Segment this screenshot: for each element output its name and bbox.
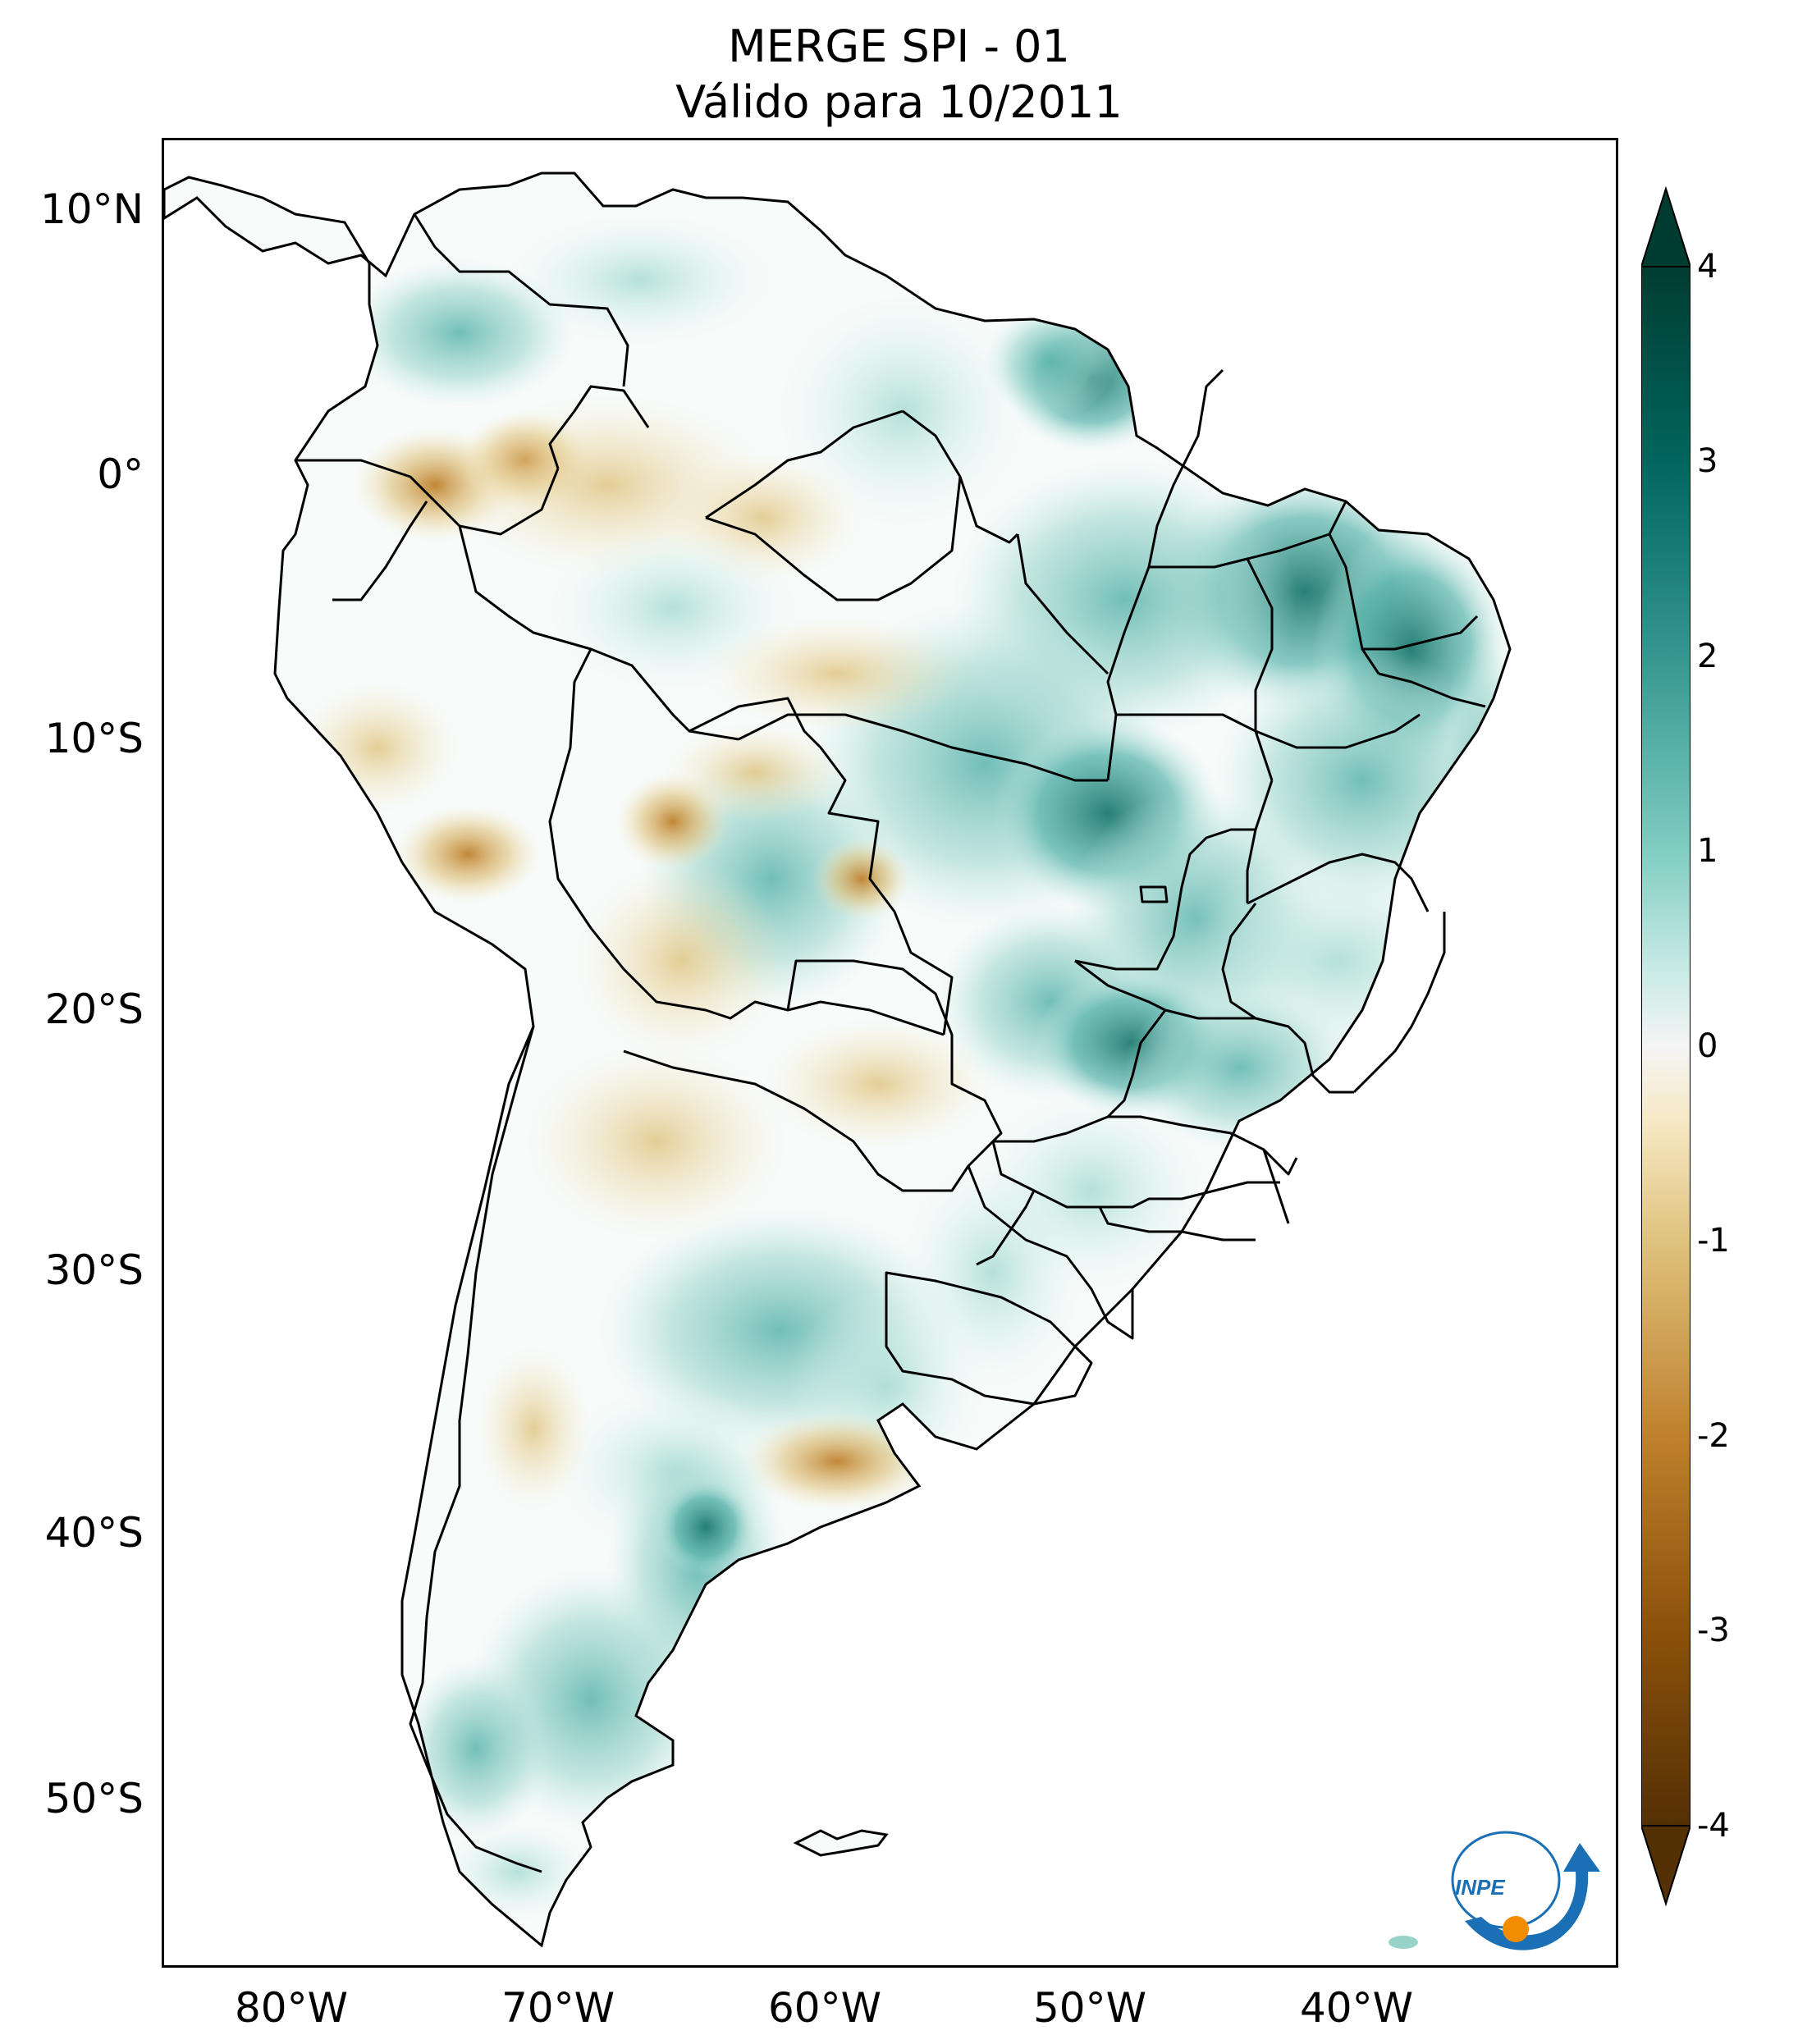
south-georgia (1389, 1936, 1418, 1949)
lon-label-60w: 60°W (767, 1984, 882, 2032)
lat-label-50s: 50°S (44, 1775, 144, 1822)
map-subtitle: Válido para 10/2011 (675, 76, 1123, 128)
colorbar-tick-2: 2 (1697, 638, 1718, 675)
colorbar-tick-0: 0 (1697, 1027, 1718, 1065)
colorbar-extend-max (1641, 185, 1690, 268)
spi-map: INPE (164, 171, 1600, 1950)
map-title: MERGE SPI - 01 (728, 21, 1070, 72)
lat-label-20s: 20°S (44, 985, 144, 1033)
colorbar-extend-min (1641, 1825, 1690, 1907)
lon-label-40w: 40°W (1299, 1984, 1414, 2032)
inpe-logo-text: INPE (1455, 1875, 1505, 1900)
lat-label-10n: 10°N (39, 185, 144, 233)
lat-label-0: 0° (97, 450, 144, 498)
colorbar-tick-neg3: -3 (1697, 1612, 1730, 1649)
lat-label-40s: 40°S (44, 1509, 144, 1557)
colorbar-tick-neg1: -1 (1697, 1222, 1730, 1260)
lat-label-10s: 10°S (44, 715, 144, 762)
inpe-logo: INPE (1451, 1831, 1600, 1950)
colorbar-tick-neg4: -4 (1697, 1807, 1730, 1845)
borders (295, 213, 1486, 1873)
spi-field (295, 214, 1510, 1921)
lon-label-80w: 80°W (234, 1984, 349, 2032)
falklands (793, 1829, 889, 1857)
colorbar-tick-neg2: -2 (1697, 1417, 1730, 1455)
colorbar-tick-4: 4 (1697, 248, 1718, 286)
colorbar-tick-1: 1 (1697, 832, 1718, 870)
lon-label-50w: 50°W (1032, 1984, 1147, 2032)
lon-label-70w: 70°W (501, 1984, 615, 2032)
map-panel: INPE (162, 138, 1618, 1968)
colorbar (1641, 185, 1690, 1907)
colorbar-gradient (1641, 266, 1690, 1827)
lat-label-30s: 30°S (44, 1246, 144, 1294)
colorbar-tick-3: 3 (1697, 442, 1718, 480)
